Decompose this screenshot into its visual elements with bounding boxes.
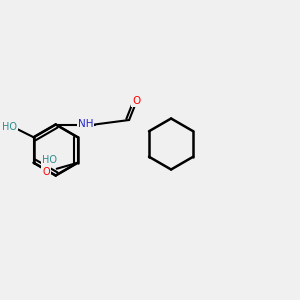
Text: HO: HO <box>2 122 17 132</box>
Text: O: O <box>133 95 141 106</box>
Text: O: O <box>42 167 50 177</box>
Text: NH: NH <box>78 119 93 129</box>
Text: HO: HO <box>42 155 57 165</box>
